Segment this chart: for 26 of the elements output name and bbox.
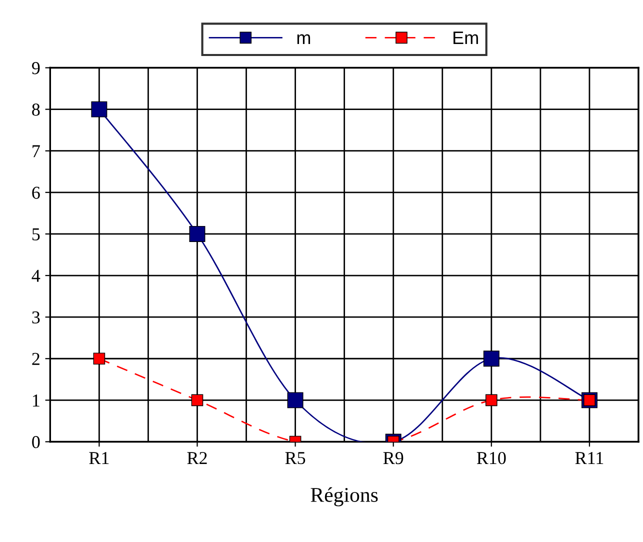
y-tick-label: 2 [32, 352, 40, 365]
point [287, 392, 304, 408]
y-tick-label: 8 [32, 104, 40, 116]
y-tick-label: 9 [32, 62, 40, 74]
y-tick-label: 7 [32, 145, 40, 158]
y-tick-label: 4 [32, 270, 40, 282]
point [91, 101, 108, 118]
x-tick-label: R11 [575, 452, 604, 464]
x-axis-title: Régions [310, 487, 378, 506]
legend-label: Em [454, 32, 478, 44]
x-tick-label: R5 [285, 452, 306, 464]
x-tick-label: R10 [476, 452, 506, 464]
y-tick-label: 3 [32, 311, 40, 324]
point [486, 394, 498, 406]
y-tick-label: 6 [32, 186, 40, 199]
y-tick-label: 5 [32, 228, 40, 240]
legend-label: m [297, 34, 310, 44]
point [483, 350, 500, 367]
y-tick-label: 1 [32, 394, 40, 406]
point [191, 394, 204, 406]
point [189, 226, 206, 242]
x-tick-label: R9 [383, 452, 404, 464]
y-tick-label: 0 [32, 436, 40, 448]
x-tick-label: R1 [89, 452, 109, 464]
x-tick-label: R2 [187, 452, 207, 464]
point [93, 352, 106, 365]
